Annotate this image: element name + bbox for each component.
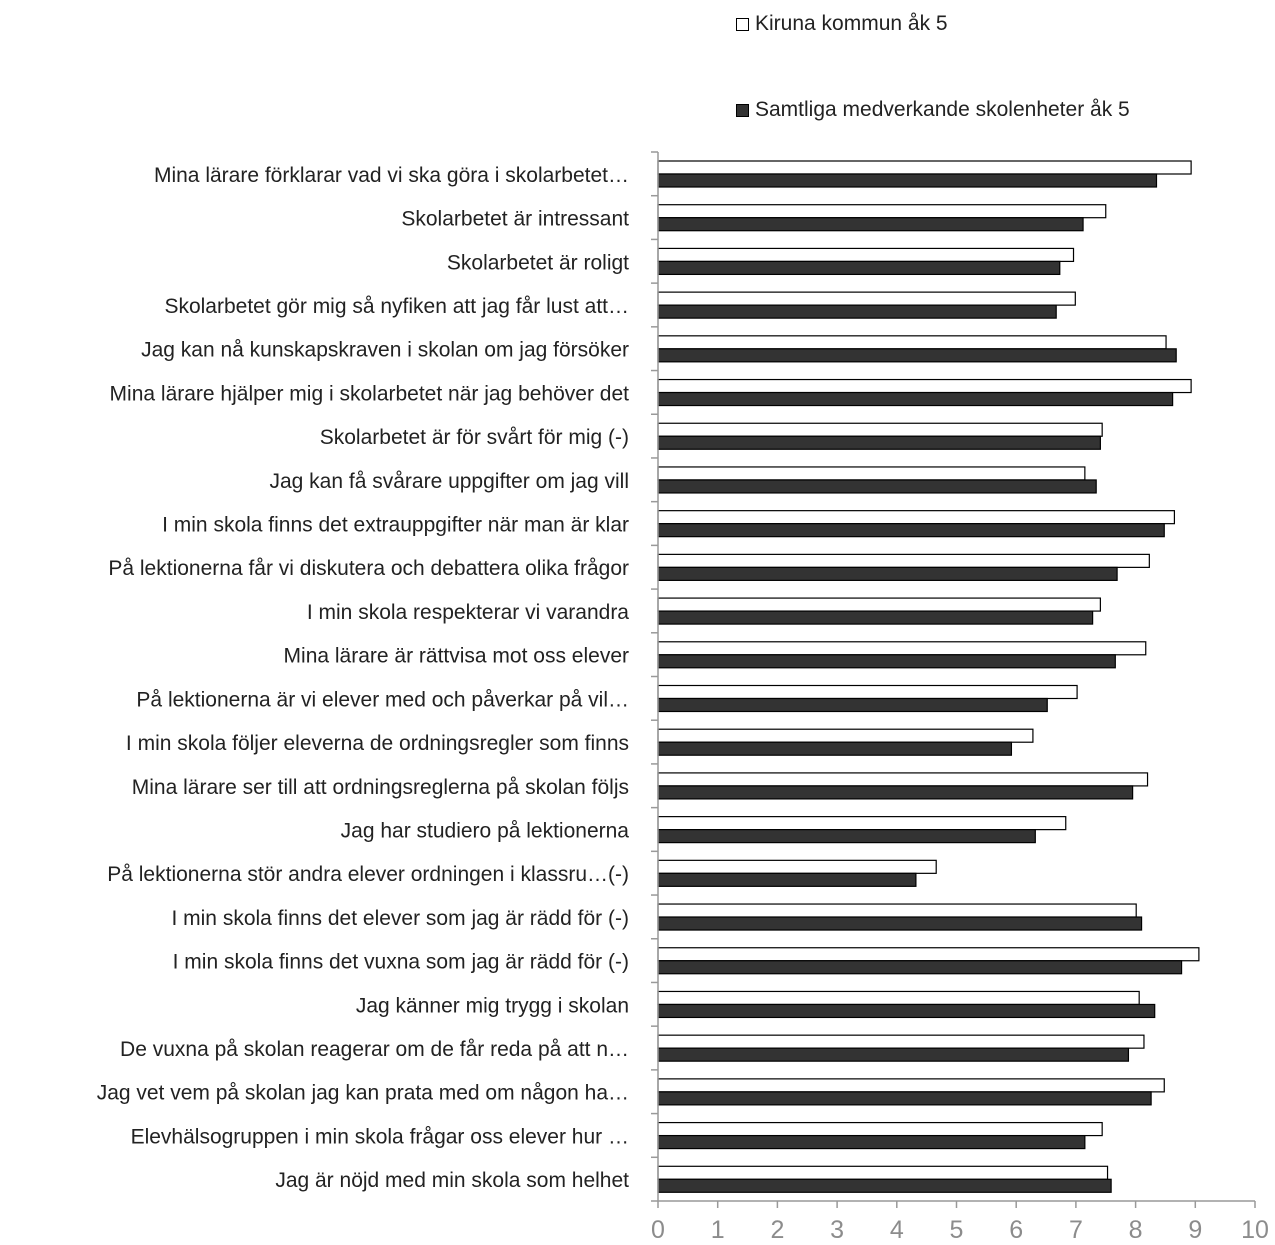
x-tick-label: 0 — [651, 1216, 665, 1244]
bar-kiruna — [657, 772, 1149, 787]
x-tick-label: 7 — [1069, 1216, 1083, 1244]
bar-samtliga — [657, 523, 1165, 538]
legend-swatch-kiruna — [736, 17, 749, 31]
category-label: Jag kan få svårare uppgifter om jag vill — [269, 470, 629, 493]
category-label: Skolarbetet är roligt — [447, 251, 629, 274]
bar-samtliga — [657, 391, 1174, 407]
bar-samtliga — [657, 610, 1094, 625]
category-label: I min skola följer eleverna de ordningsr… — [126, 732, 629, 755]
bar-kiruna — [657, 684, 1078, 700]
bar-kiruna — [657, 422, 1103, 437]
category-label: På lektionerna får vi diskutera och deba… — [108, 557, 629, 580]
x-tick-label: 9 — [1188, 1216, 1202, 1244]
bar-samtliga — [657, 304, 1057, 319]
legend-label-kiruna: Kiruna kommun åk 5 — [755, 12, 948, 35]
category-label: De vuxna på skolan reagerar om de får re… — [120, 1038, 629, 1061]
bar-kiruna — [657, 378, 1192, 394]
legend-label-samtliga: Samtliga medverkande skolenheter åk 5 — [755, 98, 1130, 121]
bar-kiruna — [657, 1078, 1165, 1093]
bar-kiruna — [657, 990, 1140, 1006]
bar-samtliga — [657, 960, 1183, 975]
x-tick-label: 6 — [1009, 1216, 1023, 1244]
category-label: Skolarbetet är intressant — [401, 208, 629, 231]
x-tick-label: 2 — [770, 1216, 784, 1244]
category-label: Mina lärare är rättvisa mot oss elever — [284, 645, 629, 668]
category-label: Mina lärare ser till att ordningsreglern… — [132, 776, 629, 799]
bar-samtliga — [657, 829, 1036, 844]
bar-samtliga — [657, 348, 1177, 363]
bar-kiruna — [657, 859, 937, 874]
category-label: I min skola finns det extrauppgifter när… — [162, 514, 629, 537]
bar-samtliga — [657, 260, 1061, 276]
bar-samtliga — [657, 566, 1118, 581]
x-tick-label: 10 — [1241, 1216, 1269, 1244]
category-label: Jag vet vem på skolan jag kan prata med … — [97, 1082, 629, 1105]
bar-kiruna — [657, 204, 1107, 219]
x-tick-label: 5 — [950, 1216, 964, 1244]
bar-samtliga — [657, 217, 1084, 232]
bar-samtliga — [657, 1178, 1112, 1193]
category-label: På lektionerna stör andra elever ordning… — [107, 863, 629, 886]
bar-kiruna — [657, 160, 1192, 175]
legend-item-samtliga: Samtliga medverkande skolenheter åk 5 — [736, 98, 1130, 122]
bar-kiruna — [657, 335, 1167, 350]
category-label: I min skola respekterar vi varandra — [307, 601, 629, 624]
x-tick-label: 4 — [890, 1216, 904, 1244]
bar-samtliga — [657, 785, 1134, 800]
category-label: I min skola finns det elever som jag är … — [171, 907, 629, 930]
category-label: Jag känner mig trygg i skolan — [356, 994, 629, 1017]
x-tick-label: 8 — [1129, 1216, 1143, 1244]
bar-kiruna — [657, 1165, 1109, 1180]
legend-swatch-samtliga — [736, 103, 749, 117]
bar-kiruna — [657, 641, 1147, 656]
bar-kiruna — [657, 947, 1200, 962]
bar-kiruna — [657, 510, 1176, 525]
bar-samtliga — [657, 479, 1097, 494]
category-label: Jag kan nå kunskapskraven i skolan om ja… — [141, 339, 629, 362]
bar-samtliga — [657, 1134, 1086, 1150]
category-label: Elevhälsogruppen i min skola frågar oss … — [131, 1125, 629, 1148]
bar-samtliga — [657, 435, 1101, 450]
bar-kiruna — [657, 553, 1150, 568]
bar-samtliga — [657, 1047, 1130, 1062]
bar-kiruna — [657, 247, 1075, 263]
category-label: I min skola finns det vuxna som jag är r… — [173, 951, 629, 974]
category-label: Mina lärare hjälper mig i skolarbetet nä… — [110, 382, 630, 405]
bar-kiruna — [657, 291, 1076, 306]
bar-kiruna — [657, 728, 1034, 743]
category-label: På lektionerna är vi elever med och påve… — [136, 688, 629, 711]
legend-item-kiruna: Kiruna kommun åk 5 — [736, 12, 948, 36]
x-tick-label: 1 — [711, 1216, 725, 1244]
bar-samtliga — [657, 1091, 1152, 1106]
category-label: Mina lärare förklarar vad vi ska göra i … — [154, 164, 629, 187]
bar-samtliga — [657, 872, 917, 887]
bar-kiruna — [657, 597, 1101, 612]
bar-kiruna — [657, 1121, 1103, 1137]
bar-samtliga — [657, 697, 1048, 713]
bar-samtliga — [657, 1003, 1156, 1019]
bar-kiruna — [657, 1034, 1145, 1049]
bar-samtliga — [657, 173, 1158, 188]
bar-kiruna — [657, 466, 1086, 481]
category-label: Jag har studiero på lektionerna — [341, 819, 630, 842]
category-label: Skolarbetet är för svårt för mig (-) — [320, 426, 629, 449]
bar-samtliga — [657, 654, 1116, 669]
bar-kiruna — [657, 903, 1137, 918]
bar-samtliga — [657, 741, 1013, 756]
bar-kiruna — [657, 816, 1067, 831]
x-tick-label: 3 — [830, 1216, 844, 1244]
category-label: Skolarbetet gör mig så nyfiken att jag f… — [164, 295, 629, 318]
category-label: Jag är nöjd med min skola som helhet — [275, 1169, 629, 1192]
bar-samtliga — [657, 916, 1143, 931]
